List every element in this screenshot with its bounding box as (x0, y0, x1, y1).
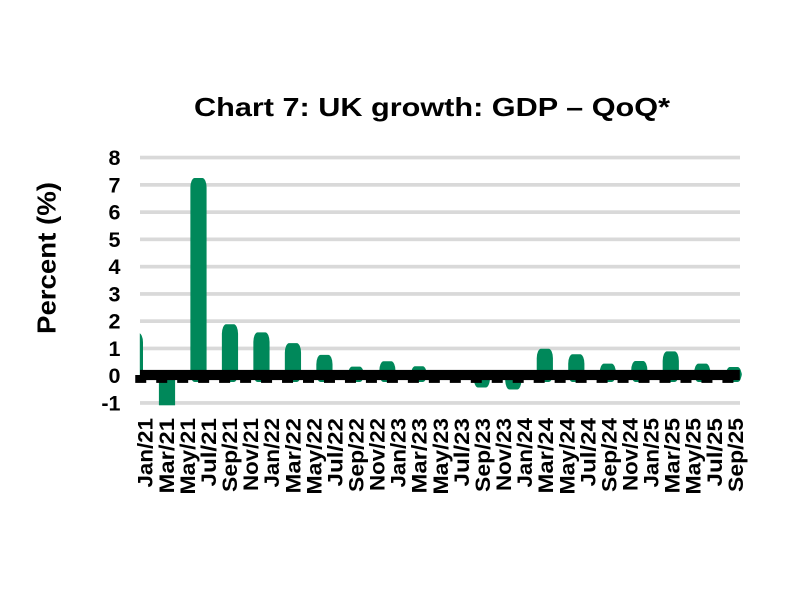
svg-text:May/23: May/23 (429, 418, 453, 495)
svg-text:Jul/25: Jul/25 (703, 418, 727, 487)
svg-text:May/21: May/21 (176, 418, 200, 495)
svg-text:Jul/21: Jul/21 (197, 418, 221, 487)
svg-text:0: 0 (109, 364, 121, 388)
svg-text:Mar/23: Mar/23 (408, 418, 432, 494)
svg-text:Chart 7: UK growth: GDP – QoQ*: Chart 7: UK growth: GDP – QoQ* (194, 92, 671, 122)
svg-text:5: 5 (109, 228, 121, 252)
svg-text:Sep/25: Sep/25 (724, 418, 748, 492)
svg-text:Jul/22: Jul/22 (323, 418, 347, 487)
svg-text:May/22: May/22 (302, 418, 326, 495)
svg-text:4: 4 (109, 255, 121, 279)
svg-text:-1: -1 (101, 391, 120, 415)
svg-text:Sep/21: Sep/21 (218, 418, 242, 492)
svg-text:Nov/22: Nov/22 (366, 418, 390, 491)
svg-text:1: 1 (109, 337, 121, 361)
svg-text:3: 3 (109, 282, 121, 306)
svg-text:7: 7 (109, 173, 121, 197)
svg-text:Sep/22: Sep/22 (345, 418, 369, 492)
svg-text:Jan/24: Jan/24 (513, 418, 537, 488)
svg-text:Sep/23: Sep/23 (471, 418, 495, 492)
svg-text:Nov/23: Nov/23 (492, 418, 516, 491)
svg-text:Jan/23: Jan/23 (387, 418, 411, 488)
svg-text:Jan/21: Jan/21 (134, 418, 158, 488)
svg-text:8: 8 (109, 146, 121, 170)
svg-text:Sep/24: Sep/24 (597, 418, 621, 492)
svg-text:Mar/24: Mar/24 (534, 418, 558, 494)
svg-text:Jan/22: Jan/22 (260, 418, 284, 488)
svg-text:May/25: May/25 (682, 418, 706, 495)
svg-text:6: 6 (109, 201, 121, 225)
svg-text:2: 2 (109, 310, 121, 334)
svg-text:Percent (%): Percent (%) (31, 182, 61, 334)
svg-text:May/24: May/24 (555, 418, 579, 495)
svg-text:Mar/25: Mar/25 (661, 418, 685, 494)
svg-text:Mar/21: Mar/21 (155, 418, 179, 494)
svg-text:Jan/25: Jan/25 (640, 418, 664, 488)
svg-text:Jul/24: Jul/24 (576, 418, 600, 487)
svg-text:Jul/23: Jul/23 (450, 418, 474, 487)
svg-text:Nov/24: Nov/24 (619, 418, 643, 491)
svg-text:Mar/22: Mar/22 (281, 418, 305, 494)
svg-text:Nov/21: Nov/21 (239, 418, 263, 491)
